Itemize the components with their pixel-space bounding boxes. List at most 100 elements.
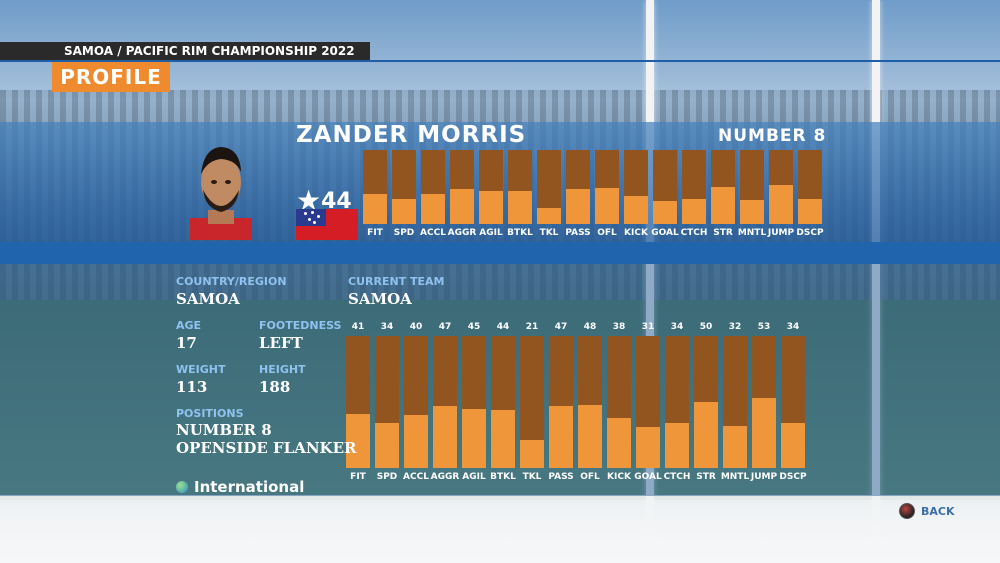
detail-track-agil <box>462 336 486 468</box>
player-name: ZANDER MORRIS <box>296 122 527 148</box>
summary-track-aggr <box>450 150 474 224</box>
summary-bar-mntl: MNTL <box>737 150 767 238</box>
bottom-fade <box>0 495 1000 563</box>
summary-track-ofl <box>595 150 619 224</box>
summary-label-kick: KICK <box>624 228 648 238</box>
summary-track-agil <box>479 150 503 224</box>
detail-track-pass <box>549 336 573 468</box>
detail-bar-aggr: 47 AGGR <box>430 322 460 482</box>
summary-label-ofl: OFL <box>597 228 617 238</box>
summary-bar-pass: PASS <box>565 150 591 238</box>
height-value: 188 <box>259 378 291 396</box>
header-divider <box>0 60 1000 62</box>
detail-label-mntl: MNTL <box>720 472 750 482</box>
summary-bar-str: STR <box>711 150 735 238</box>
detail-fill-fit <box>346 413 370 468</box>
back-button[interactable]: BACK <box>899 503 955 519</box>
detail-track-dscp <box>781 336 805 468</box>
detail-track-ofl <box>578 336 602 468</box>
summary-fill-spd <box>392 198 416 224</box>
weight-label: WEIGHT <box>176 363 226 376</box>
summary-fill-tkl <box>537 208 561 224</box>
summary-fill-agil <box>479 190 503 224</box>
detail-value-btkl: 44 <box>496 322 510 332</box>
summary-label-agil: AGIL <box>479 228 503 238</box>
summary-track-accl <box>421 150 445 224</box>
detail-label-fit: FIT <box>350 472 366 482</box>
international-status: International <box>176 478 304 496</box>
summary-fill-ctch <box>682 198 706 224</box>
detail-fill-pass <box>549 405 573 468</box>
detail-label-aggr: AGGR <box>430 472 460 482</box>
detail-label-jump: JUMP <box>750 472 778 482</box>
circle-button-icon <box>899 503 915 519</box>
detail-value-aggr: 47 <box>438 322 452 332</box>
detail-value-spd: 34 <box>380 322 394 332</box>
tab-profile[interactable]: PROFILE <box>52 62 170 92</box>
summary-track-str <box>711 150 735 224</box>
summary-fill-aggr <box>450 189 474 224</box>
detail-bar-jump: 53 JUMP <box>750 322 778 482</box>
detail-value-mntl: 32 <box>728 322 742 332</box>
detail-label-str: STR <box>696 472 716 482</box>
detail-track-jump <box>752 336 776 468</box>
attribute-bars-detail: 41 FIT 34 SPD 40 ACCL 47 AGGR 45 AGIL 44 BTKL 21 TKL 4… <box>346 322 810 482</box>
summary-bar-jump: JUMP <box>767 150 795 238</box>
summary-track-dscp <box>798 150 822 224</box>
attribute-bars-summary: FIT SPD ACCL AGGR AGIL BTKL TKL PASS OFL KICK GOAL… <box>363 150 827 238</box>
detail-bar-agil: 45 AGIL <box>462 322 486 482</box>
team-value: SAMOA <box>348 290 412 308</box>
detail-fill-ctch <box>665 423 689 468</box>
detail-track-str <box>694 336 718 468</box>
summary-label-pass: PASS <box>565 228 591 238</box>
age-label: AGE <box>176 319 202 332</box>
summary-bar-spd: SPD <box>392 150 416 238</box>
detail-fill-str <box>694 402 718 468</box>
detail-value-jump: 53 <box>757 322 771 332</box>
detail-bar-spd: 34 SPD <box>375 322 399 482</box>
summary-label-accl: ACCL <box>420 228 446 238</box>
detail-bar-fit: 41 FIT <box>346 322 370 482</box>
detail-label-ctch: CTCH <box>663 472 691 482</box>
detail-bar-tkl: 21 TKL <box>520 322 544 482</box>
summary-track-tkl <box>537 150 561 224</box>
summary-label-jump: JUMP <box>767 228 795 238</box>
detail-label-goal: GOAL <box>634 472 662 482</box>
detail-fill-accl <box>404 415 428 468</box>
country-label: COUNTRY/REGION <box>176 275 287 288</box>
detail-value-kick: 38 <box>612 322 626 332</box>
detail-track-fit <box>346 336 370 468</box>
detail-track-goal <box>636 336 660 468</box>
summary-track-jump <box>769 150 793 224</box>
summary-bar-accl: ACCL <box>420 150 446 238</box>
summary-label-dscp: DSCP <box>796 228 824 238</box>
detail-fill-jump <box>752 398 776 468</box>
back-label: BACK <box>921 504 955 518</box>
detail-bar-dscp: 34 DSCP <box>779 322 806 482</box>
detail-fill-btkl <box>491 409 515 468</box>
detail-bar-btkl: 44 BTKL <box>490 322 516 482</box>
detail-value-fit: 41 <box>351 322 365 332</box>
summary-track-fit <box>363 150 387 224</box>
summary-bar-ctch: CTCH <box>681 150 707 238</box>
summary-label-mntl: MNTL <box>737 228 767 238</box>
detail-fill-ofl <box>578 404 602 468</box>
international-label: International <box>194 478 305 496</box>
detail-label-accl: ACCL <box>403 472 429 482</box>
detail-track-btkl <box>491 336 515 468</box>
detail-value-tkl: 21 <box>525 322 539 332</box>
detail-value-goal: 31 <box>641 322 655 332</box>
weight-value: 113 <box>176 378 208 396</box>
position-secondary: OPENSIDE FLANKER <box>176 439 357 457</box>
summary-bar-fit: FIT <box>363 150 387 238</box>
summary-label-spd: SPD <box>393 228 415 238</box>
position-primary: NUMBER 8 <box>176 421 272 439</box>
positions-label: POSITIONS <box>176 407 244 420</box>
detail-fill-tkl <box>520 440 544 468</box>
summary-bar-dscp: DSCP <box>796 150 824 238</box>
detail-label-tkl: TKL <box>522 472 542 482</box>
detail-track-kick <box>607 336 631 468</box>
age-value: 17 <box>176 334 197 352</box>
detail-track-mntl <box>723 336 747 468</box>
summary-bar-kick: KICK <box>624 150 648 238</box>
